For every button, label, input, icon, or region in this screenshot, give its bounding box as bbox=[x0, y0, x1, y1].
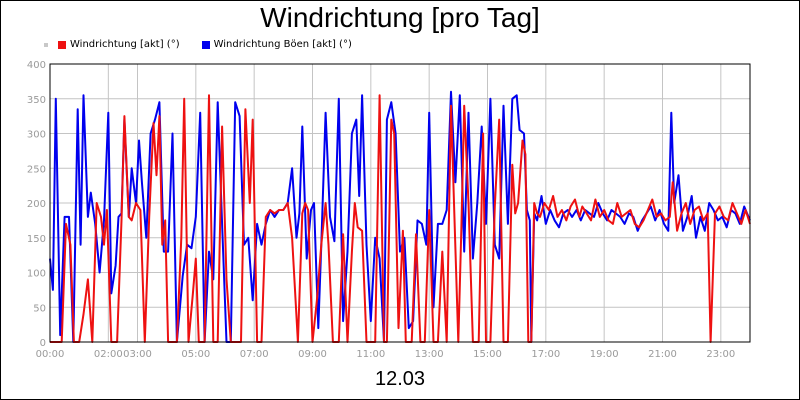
y-tick-label: 150 bbox=[27, 234, 46, 245]
legend-label-series-0: Windrichtung [akt] (°) bbox=[70, 39, 180, 50]
axis-labels: 0 50 100 150 200 250 300 350 400 00:00 02:00 03:00 0… bbox=[27, 60, 735, 360]
legend: Windrichtung [akt] (°) Windrichtung Böen… bbox=[44, 39, 374, 50]
x-tick-label: 09:00 bbox=[298, 349, 327, 360]
y-tick-label: 0 bbox=[40, 338, 46, 349]
x-tick-label: 19:00 bbox=[590, 349, 619, 360]
x-tick-label: 11:00 bbox=[356, 349, 385, 360]
x-tick-label: 05:00 bbox=[181, 349, 210, 360]
x-tick-label: 03:00 bbox=[123, 349, 152, 360]
legend-swatch-blue-icon bbox=[201, 40, 210, 49]
legend-label-series-1: Windrichtung Böen [akt] (°) bbox=[213, 39, 352, 50]
y-tick-label: 200 bbox=[27, 199, 46, 210]
x-tick-label: 17:00 bbox=[531, 349, 560, 360]
legend-item-series-1: Windrichtung Böen [akt] (°) bbox=[201, 39, 352, 50]
x-tick-label: 02:00 bbox=[94, 349, 123, 360]
x-tick-label: 13:00 bbox=[415, 349, 444, 360]
x-tick-label: 23:00 bbox=[706, 349, 735, 360]
date-label: 12.03 bbox=[374, 368, 426, 390]
y-tick-label: 300 bbox=[27, 130, 46, 141]
legend-swatch-red-icon bbox=[58, 40, 66, 49]
x-tick-label: 15:00 bbox=[473, 349, 502, 360]
y-tick-label: 350 bbox=[27, 95, 46, 106]
legend-item-series-0: Windrichtung [akt] (°) bbox=[58, 39, 180, 50]
x-tick-label: 07:00 bbox=[240, 349, 269, 360]
y-tick-label: 250 bbox=[27, 164, 46, 175]
chart-title: Windrichtung [pro Tag] bbox=[260, 2, 540, 33]
y-tick-label: 100 bbox=[27, 269, 46, 280]
plot-border bbox=[49, 63, 751, 343]
y-tick-label: 400 bbox=[27, 60, 46, 71]
x-tick-label: 00:00 bbox=[36, 349, 65, 360]
series-line-1 bbox=[49, 90, 751, 343]
legend-dot-icon bbox=[44, 42, 48, 47]
x-tick-label: 21:00 bbox=[648, 349, 677, 360]
y-tick-label: 50 bbox=[33, 303, 46, 314]
